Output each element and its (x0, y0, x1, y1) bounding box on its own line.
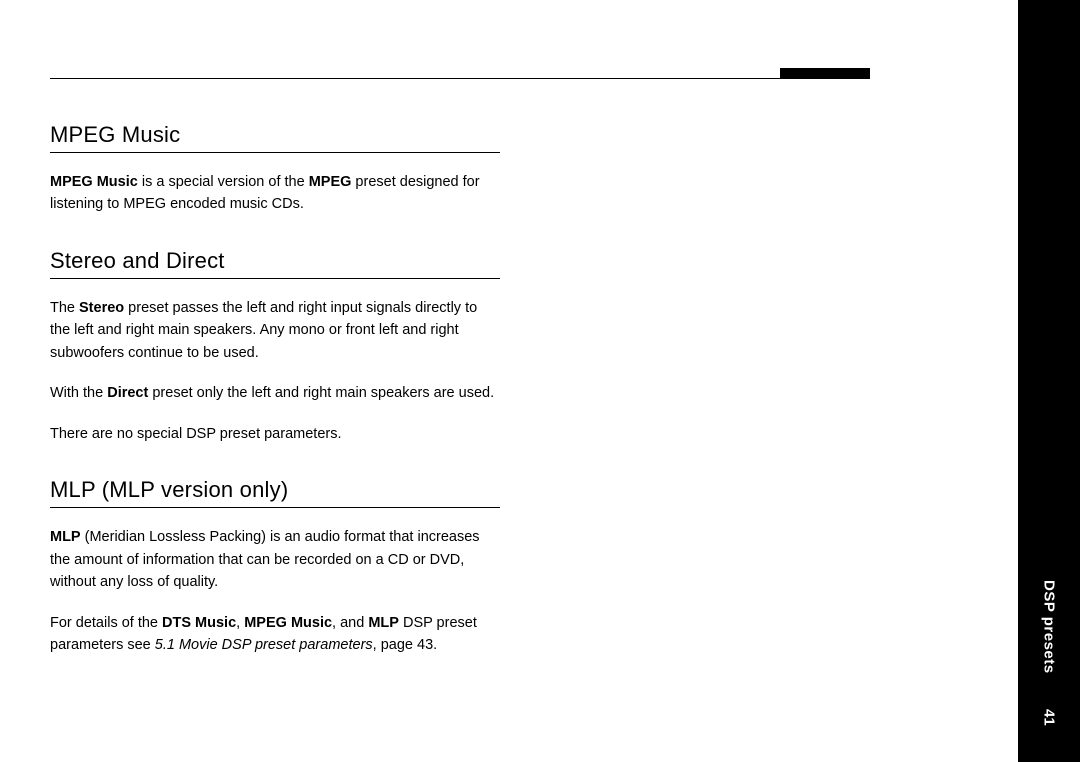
body-paragraph: With the Direct preset only the left and… (50, 382, 500, 404)
header-rule-block (780, 68, 870, 79)
text-column: MPEG Music MPEG Music is a special versi… (50, 122, 500, 657)
body-paragraph: The Stereo preset passes the left and ri… (50, 297, 500, 364)
body-paragraph: There are no special DSP preset paramete… (50, 423, 500, 445)
section-heading: MLP (MLP version only) (50, 477, 500, 508)
document-page: MPEG Music MPEG Music is a special versi… (0, 0, 1080, 762)
page-number: 41 (1041, 709, 1058, 726)
header-rule (50, 68, 870, 82)
section-heading: MPEG Music (50, 122, 500, 153)
header-rule-line (50, 78, 870, 79)
side-tab: DSP presets 41 (1018, 0, 1080, 762)
section-heading: Stereo and Direct (50, 248, 500, 279)
body-paragraph: For details of the DTS Music, MPEG Music… (50, 612, 500, 657)
content-area: MPEG Music MPEG Music is a special versi… (50, 68, 870, 675)
body-paragraph: MLP (Meridian Lossless Packing) is an au… (50, 526, 500, 593)
body-paragraph: MPEG Music is a special version of the M… (50, 171, 500, 216)
side-tab-label: DSP presets (1041, 580, 1058, 674)
